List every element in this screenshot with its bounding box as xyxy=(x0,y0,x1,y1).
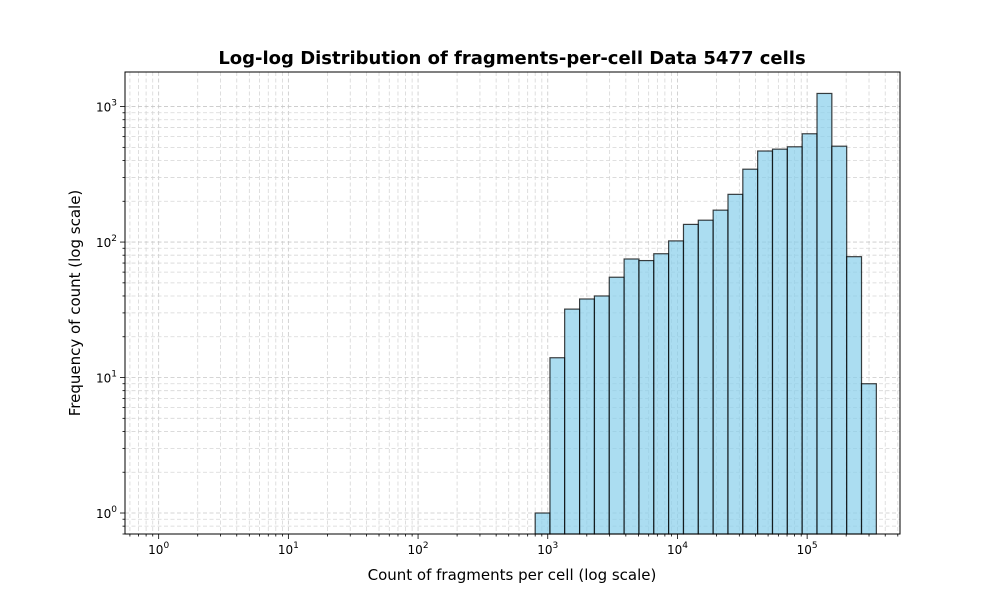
histogram-bar xyxy=(757,150,774,535)
x-tick-label: 100 xyxy=(148,541,169,557)
x-tick-label: 102 xyxy=(408,541,429,557)
histogram-bar xyxy=(534,512,551,535)
x-axis-label: Count of fragments per cell (log scale) xyxy=(368,566,657,584)
histogram-bars xyxy=(534,92,877,535)
y-tick-label: 100 xyxy=(96,505,117,521)
y-axis-ticks: 100 101 102 103 xyxy=(96,99,125,535)
histogram-bar xyxy=(846,256,863,535)
x-tick-label: 103 xyxy=(537,541,558,557)
histogram-bar xyxy=(786,146,803,535)
x-tick-label: 105 xyxy=(797,541,818,557)
chart-title: Log-log Distribution of fragments-per-ce… xyxy=(218,48,805,69)
histogram-bar xyxy=(608,276,625,535)
histogram-bar xyxy=(682,223,699,535)
histogram-bar xyxy=(816,92,833,535)
histogram-bar xyxy=(860,383,877,535)
histogram-bar xyxy=(549,357,566,535)
histogram-bar xyxy=(697,219,714,535)
histogram-bar xyxy=(771,148,788,535)
histogram-bar xyxy=(727,193,744,535)
histogram-bar xyxy=(742,168,759,535)
histogram-bar xyxy=(564,308,581,535)
y-tick-label: 101 xyxy=(96,370,117,386)
histogram-bar xyxy=(712,209,729,535)
plot-frame xyxy=(124,71,901,535)
y-tick-label: 102 xyxy=(96,234,117,250)
histogram-bar xyxy=(638,259,655,535)
x-tick-label: 101 xyxy=(278,541,299,557)
histogram-bar xyxy=(623,258,640,535)
histogram-bar xyxy=(593,295,610,535)
histogram-bar xyxy=(801,133,818,535)
x-tick-label: 104 xyxy=(667,541,688,557)
histogram-bar xyxy=(578,298,596,535)
y-tick-label: 103 xyxy=(96,99,117,115)
histogram-bar xyxy=(653,253,670,535)
x-axis-ticks: 100 101 102 103 104 105 xyxy=(129,534,899,557)
histogram-bar xyxy=(831,145,848,535)
y-axis-label: Frequency of count (log scale) xyxy=(66,190,84,417)
histogram-bar xyxy=(668,240,685,535)
